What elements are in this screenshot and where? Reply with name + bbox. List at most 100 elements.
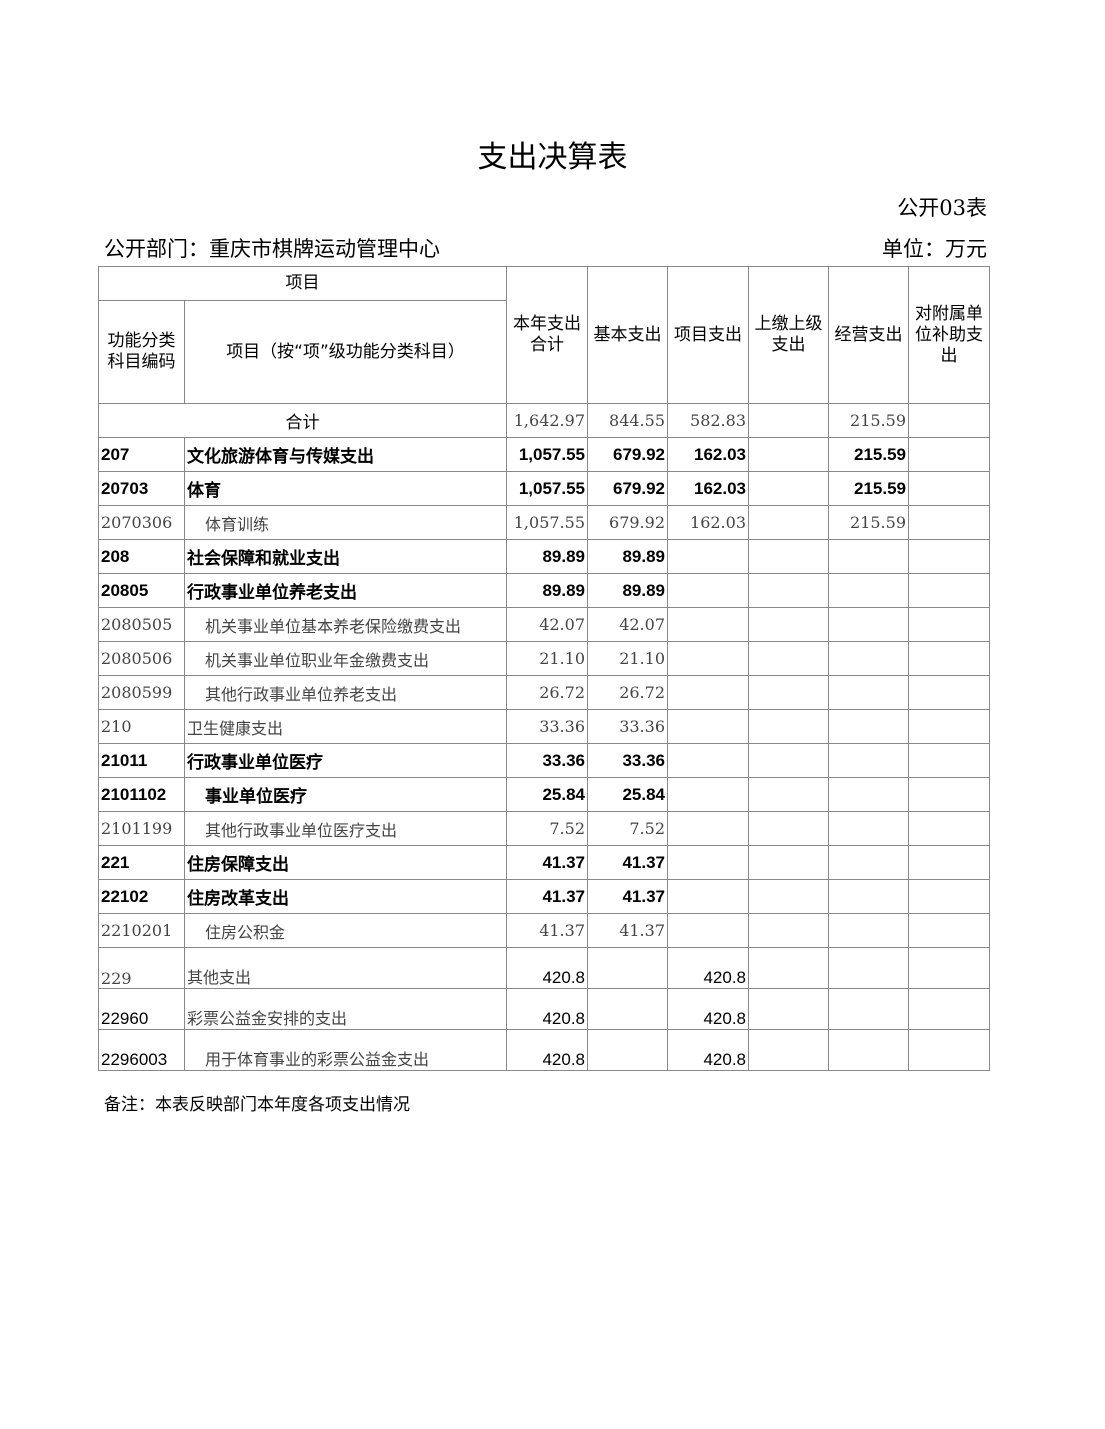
cell-code: 2080599: [98, 675, 185, 710]
cell-subsidy: [908, 1029, 990, 1071]
cell-name: 彩票公益金安排的支出: [184, 988, 507, 1030]
cell-code: 22102: [98, 879, 185, 914]
cell-total: 89.89: [506, 539, 588, 574]
cell-name: 住房保障支出: [184, 845, 507, 880]
total-label: 合计: [98, 403, 507, 438]
cell-total: 21.10: [506, 641, 588, 676]
footnote: 备注：本表反映部门本年度各项支出情况: [104, 1095, 410, 1115]
cell-project: [667, 539, 749, 574]
cell-code: 207: [98, 437, 185, 472]
cell-code: 20703: [98, 471, 185, 506]
cell-name: 其他行政事业单位养老支出: [184, 675, 507, 710]
cell-total: 1,642.97: [506, 403, 588, 438]
cell-business: [828, 988, 909, 1030]
table-row: 2080505 机关事业单位基本养老保险缴费支出 42.07 42.07: [98, 607, 990, 642]
cell-name: 事业单位医疗: [184, 777, 507, 812]
table-row: 2210201 住房公积金 41.37 41.37: [98, 913, 990, 948]
table-row: 20805 行政事业单位养老支出 89.89 89.89: [98, 573, 990, 608]
cell-business: [828, 709, 909, 744]
cell-project: 582.83: [667, 403, 749, 438]
cell-basic: [587, 1029, 668, 1071]
cell-project: 162.03: [667, 505, 749, 540]
cell-project: [667, 607, 749, 642]
cell-business: [828, 641, 909, 676]
cell-project: [667, 811, 749, 846]
cell-upper: [748, 913, 829, 948]
cell-upper: [748, 811, 829, 846]
cell-name: 用于体育事业的彩票公益金支出: [184, 1029, 507, 1071]
cell-code: 210: [98, 709, 185, 744]
cell-total: 41.37: [506, 913, 588, 948]
cell-upper: [748, 437, 829, 472]
cell-project: [667, 743, 749, 778]
cell-upper: [748, 845, 829, 880]
cell-business: [828, 777, 909, 812]
cell-subsidy: [908, 811, 990, 846]
cell-business: [828, 947, 909, 989]
cell-subsidy: [908, 505, 990, 540]
cell-name: 体育训练: [184, 505, 507, 540]
cell-code: 2296003: [98, 1029, 185, 1071]
cell-name: 机关事业单位基本养老保险缴费支出: [184, 607, 507, 642]
cell-subsidy: [908, 913, 990, 948]
header-subsidy: 对附属单位补助支出: [908, 266, 990, 404]
cell-basic: 41.37: [587, 879, 668, 914]
header-total: 本年支出合计: [506, 266, 588, 404]
table-row: 229 其他支出 420.8 420.8: [98, 947, 990, 989]
table-row: 207 文化旅游体育与传媒支出 1,057.55 679.92 162.03 215.59: [98, 437, 990, 472]
cell-total: 7.52: [506, 811, 588, 846]
cell-name: 住房改革支出: [184, 879, 507, 914]
cell-upper: [748, 1029, 829, 1071]
table-row: 2101102 事业单位医疗 25.84 25.84: [98, 777, 990, 812]
cell-subsidy: [908, 403, 990, 438]
cell-project: [667, 641, 749, 676]
cell-name: 住房公积金: [184, 913, 507, 948]
cell-upper: [748, 777, 829, 812]
cell-basic: 89.89: [587, 573, 668, 608]
expenditure-table: 项目 本年支出合计 基本支出 项目支出 上缴上级支出 经营支出 对附属单位补助支…: [98, 266, 990, 1071]
cell-subsidy: [908, 641, 990, 676]
cell-total: 1,057.55: [506, 471, 588, 506]
cell-subsidy: [908, 777, 990, 812]
cell-business: 215.59: [828, 505, 909, 540]
table-row: 22960 彩票公益金安排的支出 420.8 420.8: [98, 988, 990, 1030]
table-row: 2101199 其他行政事业单位医疗支出 7.52 7.52: [98, 811, 990, 846]
cell-subsidy: [908, 988, 990, 1030]
cell-upper: [748, 709, 829, 744]
cell-name: 卫生健康支出: [184, 709, 507, 744]
cell-subsidy: [908, 743, 990, 778]
cell-basic: [587, 947, 668, 989]
page-title: 支出决算表: [477, 140, 628, 175]
cell-business: [828, 573, 909, 608]
cell-upper: [748, 539, 829, 574]
cell-business: [828, 1029, 909, 1071]
cell-upper: [748, 743, 829, 778]
cell-code: 2070306: [98, 505, 185, 540]
cell-upper: [748, 607, 829, 642]
cell-total: 33.36: [506, 743, 588, 778]
cell-name: 机关事业单位职业年金缴费支出: [184, 641, 507, 676]
cell-project: [667, 879, 749, 914]
cell-total: 89.89: [506, 573, 588, 608]
cell-upper: [748, 947, 829, 989]
cell-business: [828, 811, 909, 846]
cell-code: 2080505: [98, 607, 185, 642]
cell-project: 162.03: [667, 437, 749, 472]
cell-basic: 41.37: [587, 845, 668, 880]
cell-upper: [748, 573, 829, 608]
cell-basic: 26.72: [587, 675, 668, 710]
cell-total: 420.8: [506, 947, 588, 989]
cell-basic: 33.36: [587, 709, 668, 744]
table-row: 2080599 其他行政事业单位养老支出 26.72 26.72: [98, 675, 990, 710]
header-project: 项目支出: [667, 266, 749, 404]
table-row: 2296003 用于体育事业的彩票公益金支出 420.8 420.8: [98, 1029, 990, 1071]
cell-project: [667, 845, 749, 880]
cell-subsidy: [908, 947, 990, 989]
cell-total: 420.8: [506, 1029, 588, 1071]
cell-total: 1,057.55: [506, 505, 588, 540]
table-row: 2070306 体育训练 1,057.55 679.92 162.03 215.59: [98, 505, 990, 540]
cell-basic: 21.10: [587, 641, 668, 676]
cell-code: 221: [98, 845, 185, 880]
cell-total: 42.07: [506, 607, 588, 642]
form-number: 公开03表: [897, 196, 987, 220]
